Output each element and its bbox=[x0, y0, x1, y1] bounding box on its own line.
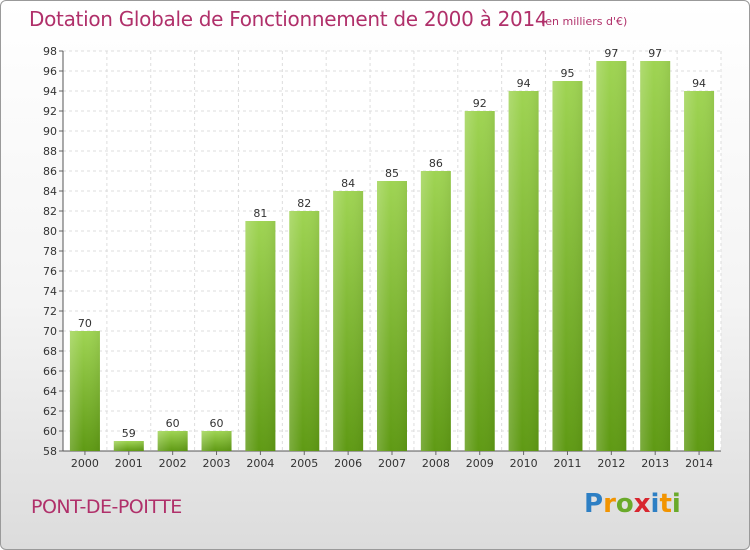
bar-value-label: 84 bbox=[341, 177, 355, 190]
x-tick-label: 2005 bbox=[290, 457, 318, 470]
bar-value-label: 94 bbox=[517, 77, 531, 90]
x-tick-label: 2014 bbox=[685, 457, 713, 470]
y-tick-label: 72 bbox=[43, 305, 57, 318]
x-tick-label: 2011 bbox=[553, 457, 581, 470]
y-tick-label: 58 bbox=[43, 445, 57, 458]
y-tick-label: 78 bbox=[43, 245, 57, 258]
logo-letter: x bbox=[633, 489, 651, 519]
y-tick-label: 74 bbox=[43, 285, 57, 298]
bar-sheen bbox=[245, 221, 276, 451]
x-tick-label: 2008 bbox=[422, 457, 450, 470]
y-tick-label: 84 bbox=[43, 185, 57, 198]
bar-value-label: 59 bbox=[122, 427, 136, 440]
y-tick-label: 82 bbox=[43, 205, 57, 218]
x-tick-label: 2009 bbox=[466, 457, 494, 470]
y-tick-label: 66 bbox=[43, 365, 57, 378]
x-tick-label: 2007 bbox=[378, 457, 406, 470]
bar-sheen bbox=[157, 431, 188, 451]
bar-sheen bbox=[333, 191, 364, 451]
x-tick-label: 2010 bbox=[510, 457, 538, 470]
bar-sheen bbox=[377, 181, 407, 451]
bar-value-label: 70 bbox=[78, 317, 92, 330]
bar-sheen bbox=[596, 61, 627, 451]
y-tick-label: 68 bbox=[43, 345, 57, 358]
x-tick-label: 2013 bbox=[641, 457, 669, 470]
y-tick-label: 86 bbox=[43, 165, 57, 178]
x-tick-label: 2001 bbox=[115, 457, 143, 470]
bar-value-label: 60 bbox=[166, 417, 180, 430]
bar-value-label: 97 bbox=[648, 47, 662, 60]
y-tick-label: 62 bbox=[43, 405, 57, 418]
bar-value-label: 82 bbox=[297, 197, 311, 210]
logo-letter: i bbox=[650, 489, 660, 519]
y-tick-label: 70 bbox=[43, 325, 57, 338]
x-tick-label: 2000 bbox=[71, 457, 99, 470]
y-tick-label: 96 bbox=[43, 65, 57, 78]
y-tick-label: 98 bbox=[43, 45, 57, 58]
y-tick-label: 88 bbox=[43, 145, 57, 158]
bar-sheen bbox=[640, 61, 671, 451]
logo-letter: P bbox=[584, 489, 604, 519]
y-tick-label: 64 bbox=[43, 385, 57, 398]
bar-sheen bbox=[69, 331, 100, 451]
bar-sheen bbox=[289, 211, 320, 451]
x-tick-label: 2002 bbox=[159, 457, 187, 470]
proxiti-logo[interactable]: Proxiti bbox=[584, 489, 681, 519]
bar-sheen bbox=[508, 91, 539, 451]
logo-letter: i bbox=[671, 489, 681, 519]
town-name: PONT-DE-POITTE bbox=[31, 496, 182, 518]
logo-letter: o bbox=[615, 489, 634, 519]
y-tick-label: 80 bbox=[43, 225, 57, 238]
bar-value-label: 81 bbox=[253, 207, 267, 220]
logo-letter: t bbox=[659, 489, 672, 519]
x-tick-label: 2006 bbox=[334, 457, 362, 470]
bar-sheen bbox=[113, 441, 144, 451]
y-tick-label: 76 bbox=[43, 265, 57, 278]
chart-unit: (en milliers d'€) bbox=[541, 15, 628, 28]
chart-title: Dotation Globale de Fonctionnement de 20… bbox=[29, 7, 548, 31]
y-tick-label: 92 bbox=[43, 105, 57, 118]
y-tick-label: 90 bbox=[43, 125, 57, 138]
bar-value-label: 95 bbox=[560, 67, 574, 80]
bar-sheen bbox=[201, 431, 232, 451]
y-tick-label: 60 bbox=[43, 425, 57, 438]
bar-value-label: 86 bbox=[429, 157, 443, 170]
bar-value-label: 85 bbox=[385, 167, 399, 180]
y-tick-label: 94 bbox=[43, 85, 57, 98]
bar-value-label: 94 bbox=[692, 77, 706, 90]
bar-sheen bbox=[684, 91, 715, 451]
x-tick-label: 2003 bbox=[203, 457, 231, 470]
logo-letter: r bbox=[603, 489, 616, 519]
bar-sheen bbox=[464, 111, 495, 451]
bar-value-label: 92 bbox=[473, 97, 487, 110]
bar-value-label: 97 bbox=[604, 47, 618, 60]
x-tick-label: 2004 bbox=[246, 457, 274, 470]
x-tick-label: 2012 bbox=[597, 457, 625, 470]
bar-sheen bbox=[552, 81, 583, 451]
bar-value-label: 60 bbox=[210, 417, 224, 430]
bar-sheen bbox=[420, 171, 451, 451]
